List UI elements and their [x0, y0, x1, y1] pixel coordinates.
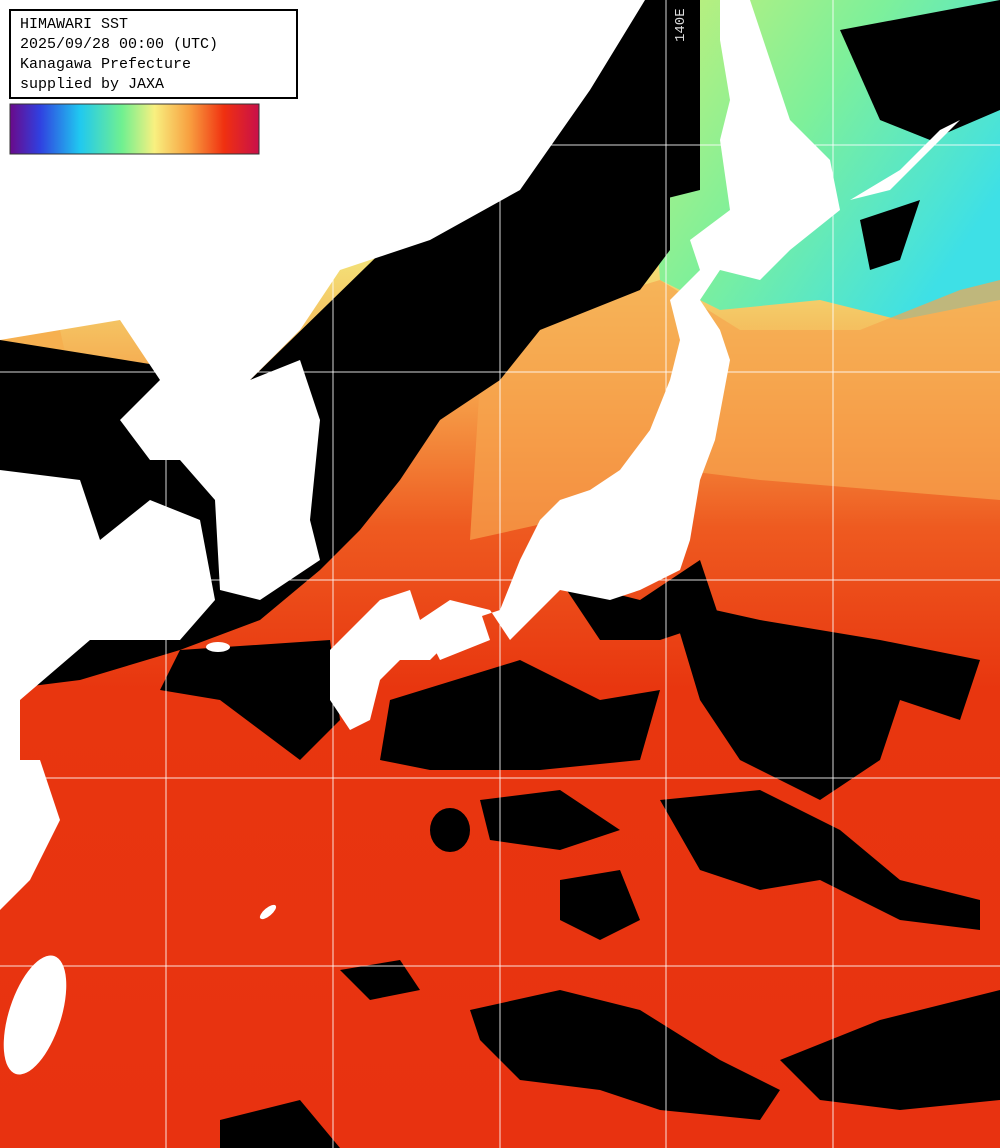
grid-label: 140E [673, 8, 689, 42]
header-line: 2025/09/28 00:00 (UTC) [20, 36, 218, 53]
colorbar [9, 103, 260, 155]
header-line: HIMAWARI SST [20, 16, 128, 33]
header-line: supplied by JAXA [20, 76, 164, 93]
header-line: Kanagawa Prefecture [20, 56, 191, 73]
info-box: HIMAWARI SST 2025/09/28 00:00 (UTC) Kana… [9, 9, 298, 99]
